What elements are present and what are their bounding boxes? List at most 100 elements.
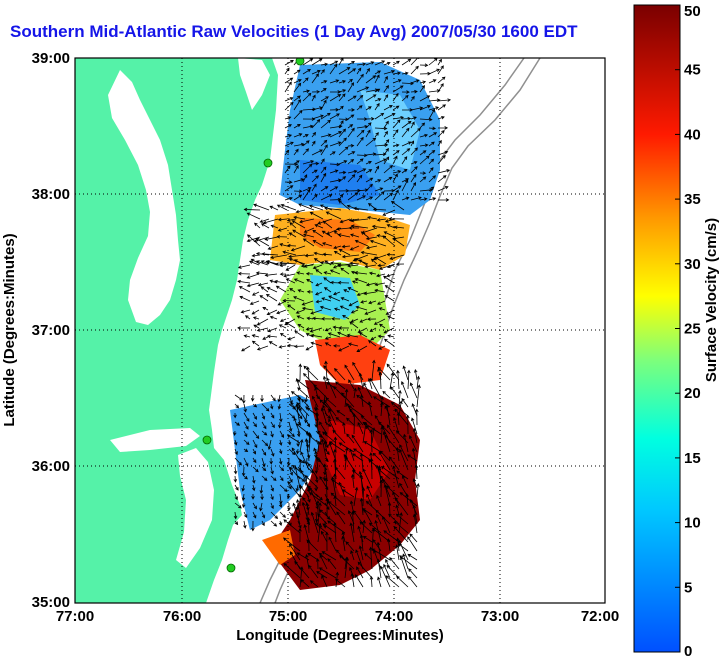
velocity-arrow [374, 187, 384, 192]
velocity-arrow [269, 403, 274, 410]
velocity-arrow [349, 321, 359, 329]
velocity-arrow [344, 364, 355, 381]
velocity-arrow [387, 424, 400, 444]
velocity-arrow [359, 534, 364, 552]
velocity-arrow [289, 543, 301, 561]
velocity-arrow [329, 151, 336, 156]
velocity-arrow [321, 317, 332, 321]
velocity-arrow [437, 175, 447, 183]
velocity-arrow [383, 156, 390, 165]
velocity-arrow [339, 305, 350, 311]
velocity-arrow [241, 345, 251, 352]
velocity-arrow [269, 205, 279, 211]
velocity-arrow [349, 566, 355, 579]
velocity-arrow [374, 152, 387, 157]
velocity-arrow [330, 492, 346, 507]
velocity-arrow [305, 432, 319, 444]
velocity-arrow [262, 218, 279, 225]
velocity-arrow [311, 131, 317, 138]
velocity-arrow [437, 115, 445, 120]
velocity-arrow [329, 169, 339, 174]
velocity-arrow [365, 117, 375, 121]
velocity-arrow [401, 71, 409, 76]
velocity-arrow [359, 394, 364, 408]
velocity-arrow [279, 318, 287, 323]
velocity-arrow [252, 403, 258, 408]
velocity-arrow [251, 493, 255, 500]
velocity-arrow [325, 397, 337, 408]
velocity-arrow [383, 338, 395, 347]
velocity-arrow [278, 502, 283, 508]
velocity-arrow [410, 181, 416, 192]
velocity-arrow [350, 218, 369, 223]
velocity-arrow [338, 326, 350, 330]
velocity-arrow [384, 295, 395, 302]
velocity-arrow [353, 486, 359, 507]
velocity-arrow [243, 430, 248, 438]
colorbar-ticks: 0 5 10 15 20 25 30 35 40 45 50 [675, 3, 701, 659]
velocity-arrow [243, 520, 247, 529]
plot-frame [74, 57, 606, 604]
velocity-arrow [343, 289, 350, 293]
velocity-arrow [401, 196, 410, 201]
velocity-arrow [347, 342, 359, 347]
velocity-arrow [415, 408, 419, 426]
velocity-arrow [392, 105, 400, 111]
velocity-arrow [320, 438, 328, 462]
velocity-arrow [303, 524, 310, 543]
velocity-arrow [355, 574, 364, 588]
velocity-arrow [253, 222, 261, 229]
velocity-arrow [322, 375, 328, 390]
velocity-arrow [270, 224, 279, 229]
velocity-arrow [290, 245, 306, 252]
velocity-arrow [383, 61, 391, 66]
velocity-arrow [354, 271, 368, 275]
velocity-arrow [291, 220, 306, 229]
velocity-arrow [251, 520, 255, 532]
velocity-arrow [311, 169, 318, 174]
velocity-arrow [338, 345, 350, 352]
velocity-arrow [313, 251, 324, 256]
velocity-arrow [374, 158, 387, 165]
y-axis-ticks: 39:00 38:00 37:00 36:00 35:00 [32, 50, 70, 611]
velocity-arrow [278, 345, 287, 349]
velocity-arrow [374, 519, 382, 543]
x-axis-label: Longitude (Degrees:Minutes) [236, 627, 444, 644]
velocity-arrow [372, 527, 391, 543]
velocity-arrow [292, 502, 301, 525]
velocity-arrow [251, 309, 260, 315]
velocity-arrow [302, 77, 309, 84]
velocity-arrow [315, 269, 323, 275]
velocity-arrow [321, 551, 337, 561]
velocity-arrow [347, 95, 357, 102]
velocity-arrow [293, 344, 305, 349]
velocity-arrow [366, 245, 378, 250]
velocity-arrow [315, 282, 323, 287]
velocity-arrow [350, 224, 369, 229]
station-3 [202, 435, 212, 445]
velocity-arrow [370, 336, 377, 341]
velocity-arrow [317, 513, 328, 525]
velocity-arrow [365, 177, 374, 183]
velocity-arrow [306, 316, 314, 321]
velocity-arrow [369, 239, 387, 247]
velocity-arrow [416, 375, 421, 390]
velocity-arrow [382, 390, 391, 399]
velocity-arrow [279, 493, 283, 505]
velocity-arrow [362, 421, 382, 435]
velocity-arrow [345, 541, 355, 552]
velocity-arrow [276, 204, 288, 211]
velocity-arrow [357, 525, 364, 543]
velocity-arrow [324, 360, 328, 381]
velocity-arrow [394, 408, 409, 426]
velocity-arrow [334, 368, 346, 381]
velocity-arrow [437, 186, 449, 192]
velocity-arrow [324, 206, 342, 211]
velocity-arrow [387, 334, 395, 338]
velocity-arrow [413, 368, 418, 381]
velocity-arrow [300, 469, 310, 489]
velocity-arrow [378, 421, 391, 435]
velocity-arrow [252, 421, 258, 428]
velocity-arrow [338, 80, 346, 84]
velocity-arrow [302, 140, 310, 147]
